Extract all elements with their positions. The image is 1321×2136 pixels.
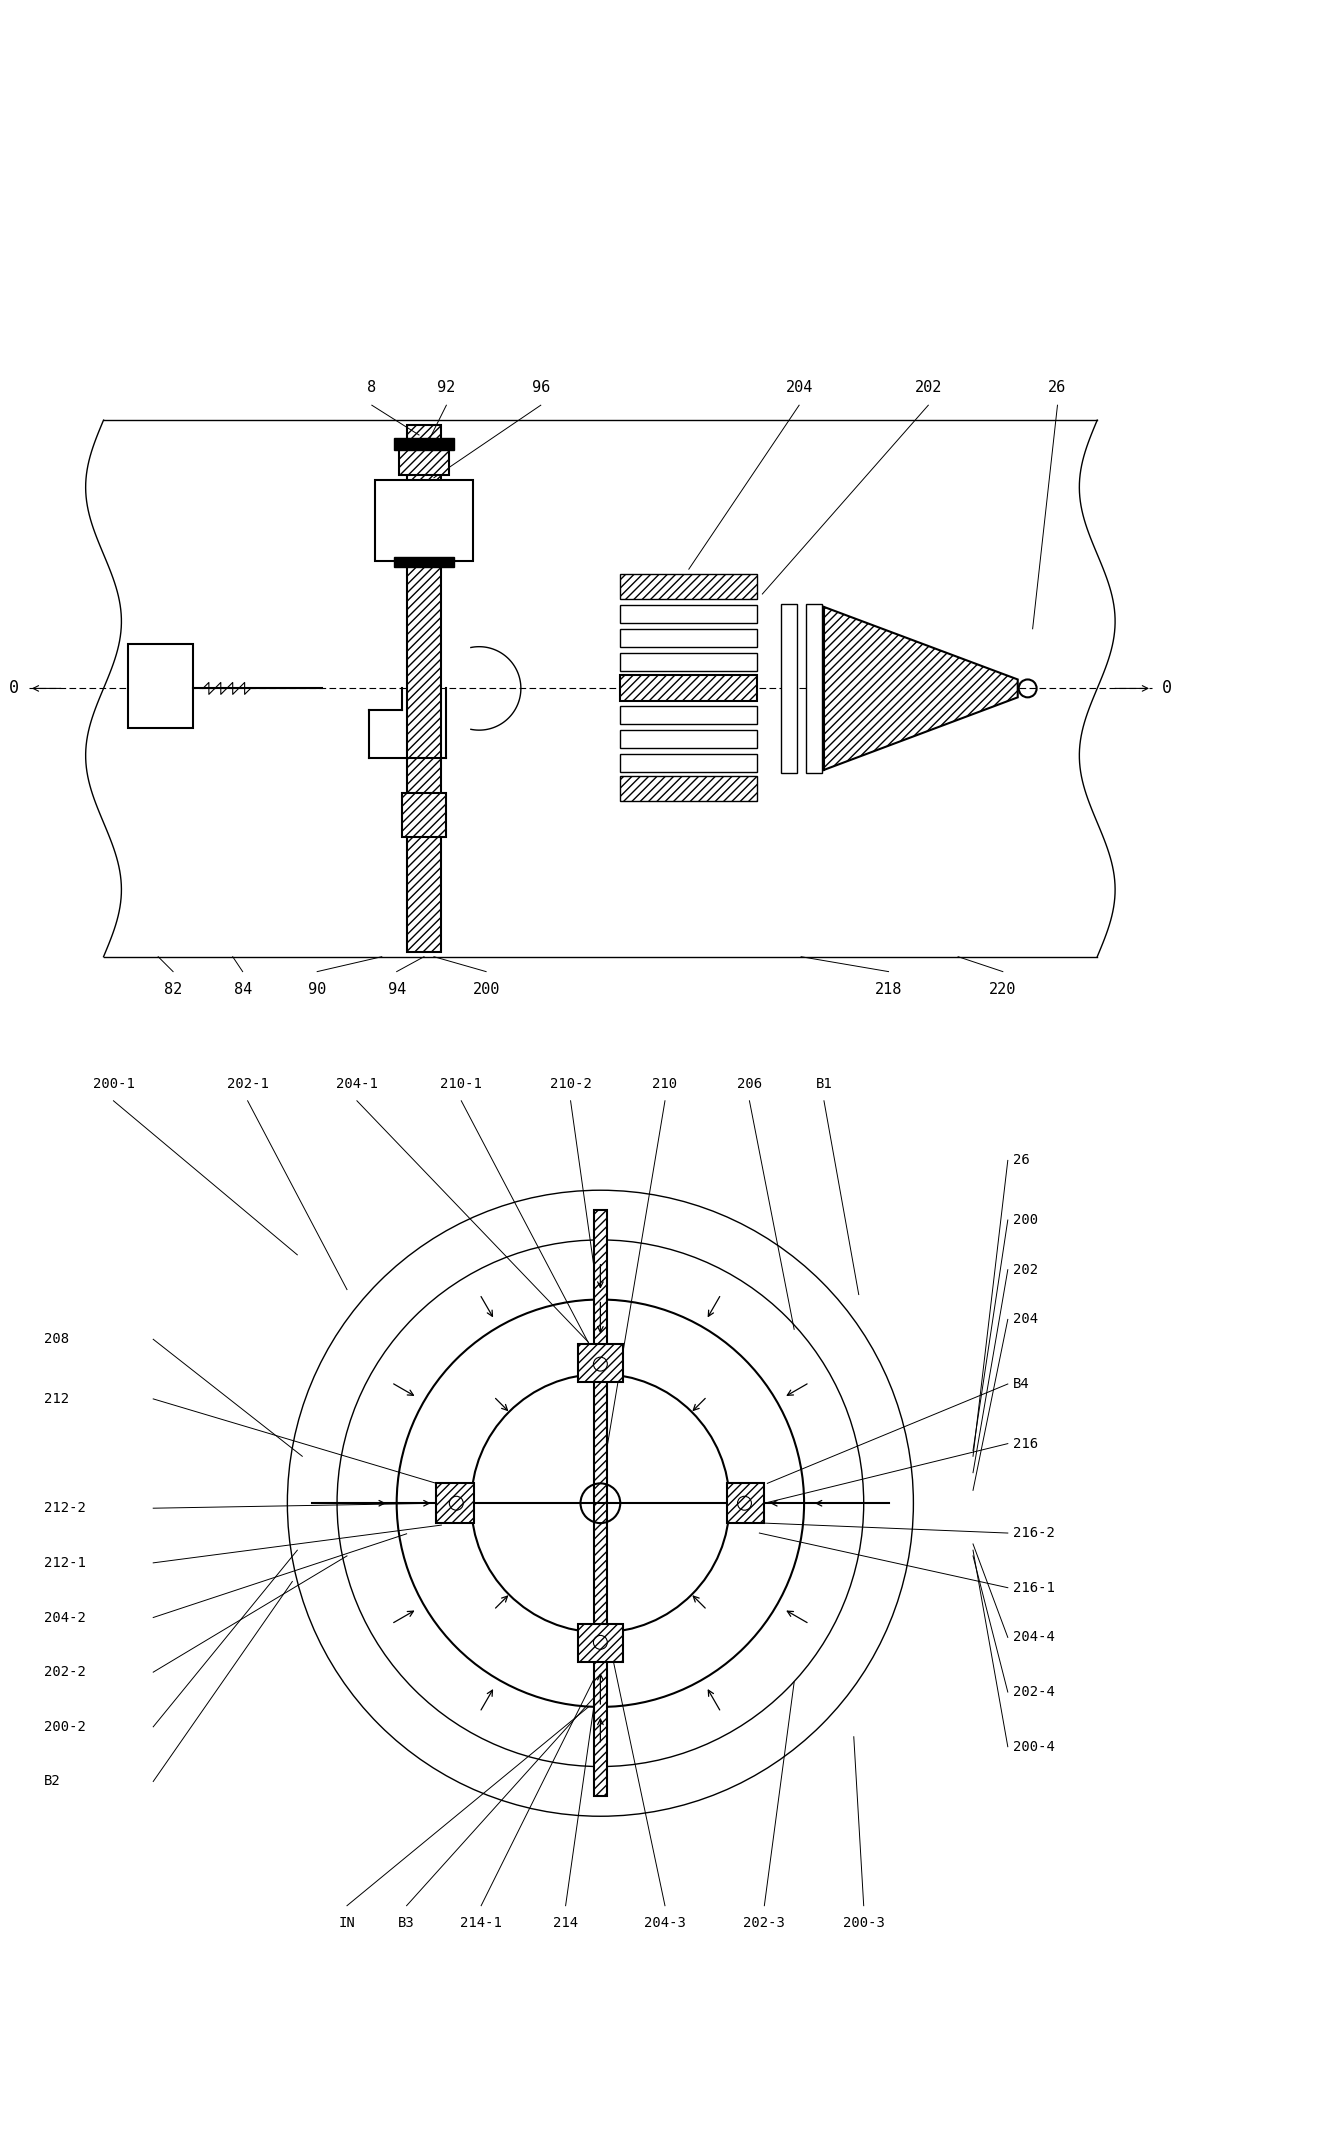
Bar [399, 446, 449, 474]
Text: 202-3: 202-3 [744, 1916, 785, 1929]
Text: 0: 0 [1161, 679, 1172, 698]
Text: 216-2: 216-2 [1013, 1525, 1054, 1540]
Text: 204: 204 [1013, 1312, 1038, 1326]
Text: 8: 8 [367, 380, 376, 395]
Text: 200-2: 200-2 [44, 1719, 86, 1734]
Text: 202: 202 [1013, 1262, 1038, 1277]
Text: 214: 214 [553, 1916, 579, 1929]
Text: 84: 84 [234, 983, 252, 998]
Bar [621, 775, 757, 801]
Text: 216-1: 216-1 [1013, 1581, 1054, 1596]
Text: 200: 200 [1013, 1213, 1038, 1226]
Text: 94: 94 [387, 983, 406, 998]
Text: 202-4: 202-4 [1013, 1685, 1054, 1698]
Text: 204: 204 [786, 380, 812, 395]
Text: B3: B3 [398, 1916, 415, 1929]
Text: 92: 92 [437, 380, 456, 395]
Bar [128, 643, 193, 728]
Bar [407, 425, 441, 953]
Text: 202-1: 202-1 [227, 1077, 268, 1091]
Text: 200: 200 [473, 983, 499, 998]
Bar [621, 731, 757, 748]
Text: 82: 82 [164, 983, 182, 998]
Text: 206: 206 [737, 1077, 762, 1091]
Text: 208: 208 [44, 1333, 69, 1346]
Bar [375, 481, 473, 562]
Bar [436, 1482, 474, 1523]
Bar [621, 675, 757, 701]
Text: 204-1: 204-1 [336, 1077, 378, 1091]
Text: B2: B2 [44, 1775, 61, 1788]
Text: 200-3: 200-3 [843, 1916, 885, 1929]
Bar [577, 1625, 624, 1662]
Bar [577, 1344, 624, 1382]
Text: 26: 26 [1013, 1153, 1029, 1168]
Bar [806, 604, 822, 773]
Text: 210-1: 210-1 [440, 1077, 482, 1091]
Text: 202-2: 202-2 [44, 1666, 86, 1679]
Bar [594, 1211, 606, 1796]
Bar [394, 557, 454, 568]
Text: 212-2: 212-2 [44, 1502, 86, 1514]
Text: 212: 212 [44, 1393, 69, 1405]
Text: 214-1: 214-1 [460, 1916, 502, 1929]
Text: 210: 210 [653, 1077, 678, 1091]
Text: 220: 220 [989, 983, 1017, 998]
Text: 210-2: 210-2 [550, 1077, 592, 1091]
Text: IN: IN [338, 1916, 355, 1929]
Text: 90: 90 [308, 983, 326, 998]
Text: 0: 0 [9, 679, 18, 698]
Text: B1: B1 [815, 1077, 832, 1091]
Bar [727, 1482, 765, 1523]
Bar [621, 707, 757, 724]
Bar [402, 792, 446, 837]
Bar [781, 604, 797, 773]
Polygon shape [824, 607, 1017, 769]
Bar [621, 654, 757, 671]
Bar [394, 438, 454, 451]
Bar [621, 604, 757, 624]
Text: B4: B4 [1013, 1378, 1029, 1391]
Text: 26: 26 [1049, 380, 1066, 395]
Text: 200-4: 200-4 [1013, 1739, 1054, 1754]
Bar [621, 628, 757, 647]
Text: 204-2: 204-2 [44, 1611, 86, 1625]
Text: 218: 218 [875, 983, 902, 998]
Bar [621, 575, 757, 598]
Text: 212-1: 212-1 [44, 1555, 86, 1570]
Text: 216: 216 [1013, 1438, 1038, 1450]
Text: 200-1: 200-1 [92, 1077, 135, 1091]
Text: 96: 96 [531, 380, 550, 395]
Text: 204-4: 204-4 [1013, 1630, 1054, 1645]
Text: 202: 202 [914, 380, 942, 395]
Bar [621, 754, 757, 771]
Text: 204-3: 204-3 [645, 1916, 686, 1929]
